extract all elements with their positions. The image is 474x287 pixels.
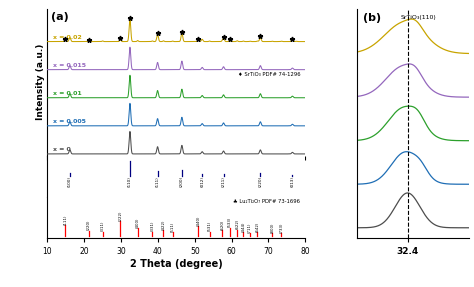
Text: (620): (620) [220,220,224,230]
Text: ♣ Lu₂Ti₂O₇ PDF# 73-1696: ♣ Lu₂Ti₂O₇ PDF# 73-1696 [233,199,300,204]
Text: (200): (200) [180,176,184,187]
Text: x = 0.005: x = 0.005 [53,119,86,124]
Text: (711): (711) [248,222,252,232]
Text: (b): (b) [363,13,381,23]
Text: (a): (a) [51,11,69,22]
Text: (220): (220) [87,220,91,230]
Text: x = 0.01: x = 0.01 [53,91,82,96]
Text: (733): (733) [279,222,283,232]
Text: (222): (222) [118,210,122,221]
Text: (311): (311) [100,220,105,231]
Text: (800): (800) [270,222,274,232]
Text: x = 0: x = 0 [53,148,71,152]
Text: (100): (100) [68,176,72,187]
Text: (400): (400) [136,218,140,228]
Text: (444): (444) [241,221,246,232]
Text: (531): (531) [208,221,211,231]
Text: (511): (511) [171,222,175,232]
Text: (533): (533) [228,217,232,227]
Text: (622): (622) [235,219,239,229]
Text: (111): (111) [155,176,160,187]
Text: (111): (111) [64,214,67,225]
Text: (331): (331) [150,220,155,231]
Text: (211): (211) [221,176,226,187]
Text: (013): (013) [291,176,294,187]
Text: (220): (220) [258,176,263,187]
Text: (110): (110) [128,176,132,187]
X-axis label: 2 Theta (degree): 2 Theta (degree) [130,259,223,269]
Y-axis label: Intensity (a.u.): Intensity (a.u.) [36,44,45,120]
Text: (440): (440) [196,215,201,226]
Text: x = 0.02: x = 0.02 [53,35,82,40]
Text: (012): (012) [200,176,204,187]
Text: (422): (422) [162,219,165,230]
Text: x = 0.015: x = 0.015 [53,63,86,68]
Text: SrTiO₃(110): SrTiO₃(110) [401,15,437,20]
Text: ♦ SrTiO₃ PDF# 74-1296: ♦ SrTiO₃ PDF# 74-1296 [237,72,300,77]
Text: (642): (642) [255,222,259,232]
